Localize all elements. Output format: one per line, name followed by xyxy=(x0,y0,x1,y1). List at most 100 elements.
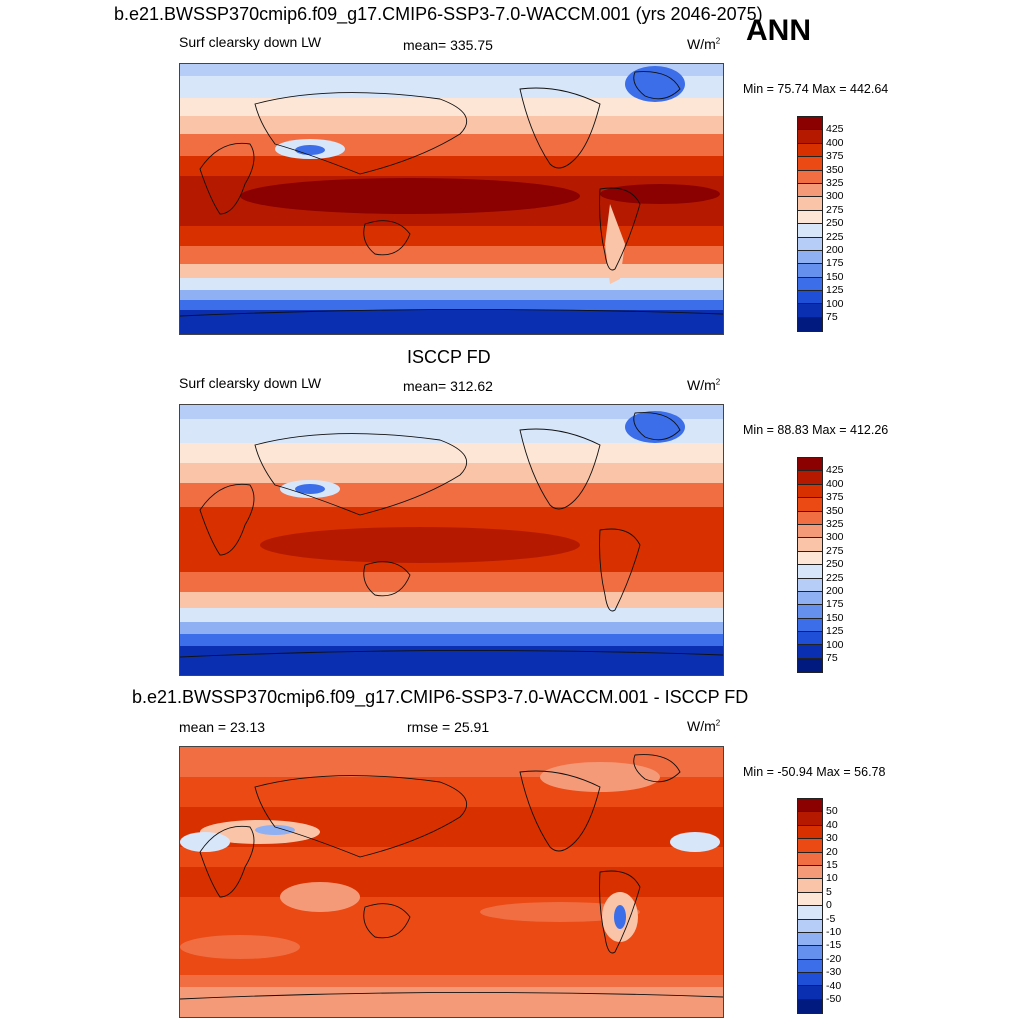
colorbar-swatch xyxy=(798,605,822,619)
colorbar-tick-label: 350 xyxy=(826,163,844,176)
panel-units: W/m2 xyxy=(687,36,721,52)
colorbar-tick-label: -10 xyxy=(826,926,842,938)
map-model-field xyxy=(180,64,723,334)
colorbar-swatch xyxy=(798,932,822,947)
colorbar-tick-label: 175 xyxy=(826,257,844,270)
page-title: b.e21.BWSSP370cmip6.f09_g17.CMIP6-SSP3-7… xyxy=(114,4,763,24)
colorbar-swatch xyxy=(798,524,822,539)
panel-left-label: mean = 23.13 xyxy=(179,719,266,735)
colorbar-tick-label: 200 xyxy=(826,585,844,597)
colorbar-tick-label: 125 xyxy=(826,284,844,297)
colorbar-tick-label: 0 xyxy=(826,899,832,912)
colorbar-swatch xyxy=(798,973,822,987)
colorbar-tick-label: 300 xyxy=(826,190,844,203)
colorbar-tick-label: 375 xyxy=(826,150,844,163)
colorbar-swatch xyxy=(798,183,822,198)
colorbar-tick-label: -5 xyxy=(826,912,836,925)
colorbar-swatch xyxy=(798,498,822,512)
colorbar-swatch xyxy=(798,130,822,144)
colorbar-tick-label: 325 xyxy=(826,177,844,189)
colorbar-tick-label: -40 xyxy=(826,979,842,992)
colorbar-swatch xyxy=(798,551,822,566)
colorbar-swatch xyxy=(798,999,822,1014)
colorbar-swatch xyxy=(798,117,822,131)
colorbar-tick-label: 375 xyxy=(826,491,844,504)
panel-title: b.e21.BWSSP370cmip6.f09_g17.CMIP6-SSP3-7… xyxy=(132,687,749,707)
colorbar-swatch xyxy=(798,264,822,278)
map-diff-field xyxy=(180,747,723,1017)
colorbar-swatch xyxy=(798,157,822,171)
panel-rmse-label: rmse = 25.91 xyxy=(407,719,490,735)
map-plot xyxy=(179,746,724,1018)
colorbar-tick-label: 175 xyxy=(826,598,844,611)
colorbar-tick-label: -50 xyxy=(826,993,842,1005)
colorbar-tick-label: 125 xyxy=(826,625,844,638)
colorbar-swatch xyxy=(798,879,822,893)
colorbar-swatch xyxy=(798,825,822,840)
colorbar-swatch xyxy=(798,291,822,305)
colorbar-tick-label: 200 xyxy=(826,244,844,256)
colorbar-tick-label: 20 xyxy=(826,845,838,858)
colorbar xyxy=(797,798,823,1015)
colorbar-tick-label: 250 xyxy=(826,217,844,230)
panel-title: ISCCP FD xyxy=(407,347,491,367)
colorbar-swatch xyxy=(798,565,822,579)
colorbar-tick-label: 10 xyxy=(826,872,838,885)
colorbar-swatch xyxy=(798,484,822,499)
colorbar-swatch xyxy=(798,250,822,265)
colorbar-swatch xyxy=(798,538,822,552)
colorbar-tick-label: 40 xyxy=(826,818,838,831)
colorbar-tick-label: 150 xyxy=(826,611,844,624)
colorbar-tick-label: -20 xyxy=(826,952,842,965)
colorbar-swatch xyxy=(798,170,822,184)
colorbar-tick-label: 150 xyxy=(826,270,844,283)
colorbar xyxy=(797,457,823,674)
minmax-label: Min = -50.94 Max = 56.78 xyxy=(743,765,886,779)
colorbar-tick-label: 250 xyxy=(826,558,844,571)
map-plot xyxy=(179,404,724,676)
colorbar-swatch xyxy=(798,618,822,633)
colorbar-swatch xyxy=(798,959,822,974)
minmax-label: Min = 88.83 Max = 412.26 xyxy=(743,423,889,437)
colorbar-swatch xyxy=(798,143,822,158)
colorbar-tick-label: 225 xyxy=(826,230,844,243)
colorbar xyxy=(797,116,823,333)
colorbar-swatch xyxy=(798,210,822,225)
colorbar-tick-label: 75 xyxy=(826,311,838,323)
colorbar-swatch xyxy=(798,277,822,292)
colorbar-tick-label: 100 xyxy=(826,297,844,310)
colorbar-swatch xyxy=(798,511,822,525)
colorbar-tick-label: 5 xyxy=(826,885,832,898)
colorbar-swatch xyxy=(798,658,822,673)
colorbar-tick-label: 50 xyxy=(826,805,838,818)
colorbar-tick-label: 15 xyxy=(826,859,838,871)
colorbar-swatch xyxy=(798,197,822,211)
colorbar-swatch xyxy=(798,645,822,659)
season-label: ANN xyxy=(746,14,811,47)
colorbar-tick-label: 400 xyxy=(826,136,844,149)
colorbar-swatch xyxy=(798,799,822,813)
colorbar-tick-label: -30 xyxy=(826,966,842,979)
colorbar-tick-label: 325 xyxy=(826,518,844,530)
colorbar-tick-label: 350 xyxy=(826,504,844,517)
colorbar-tick-label: 425 xyxy=(826,123,844,136)
colorbar-tick-label: 75 xyxy=(826,652,838,664)
colorbar-tick-label: 275 xyxy=(826,203,844,216)
colorbar-swatch xyxy=(798,906,822,920)
colorbar-tick-label: -15 xyxy=(826,939,842,952)
map-plot xyxy=(179,63,724,335)
minmax-label: Min = 75.74 Max = 442.64 xyxy=(743,82,889,96)
map-obs-field xyxy=(180,405,723,675)
panel-mean-label: mean= 312.62 xyxy=(403,378,493,394)
colorbar-tick-label: 425 xyxy=(826,464,844,477)
panel-left-label: Surf clearsky down LW xyxy=(179,34,322,50)
colorbar-swatch xyxy=(798,304,822,318)
colorbar-swatch xyxy=(798,591,822,606)
colorbar-swatch xyxy=(798,632,822,646)
colorbar-swatch xyxy=(798,919,822,933)
colorbar-tick-label: 100 xyxy=(826,638,844,651)
colorbar-swatch xyxy=(798,471,822,485)
colorbar-swatch xyxy=(798,458,822,472)
panel-left-label: Surf clearsky down LW xyxy=(179,375,322,391)
colorbar-swatch xyxy=(798,237,822,251)
